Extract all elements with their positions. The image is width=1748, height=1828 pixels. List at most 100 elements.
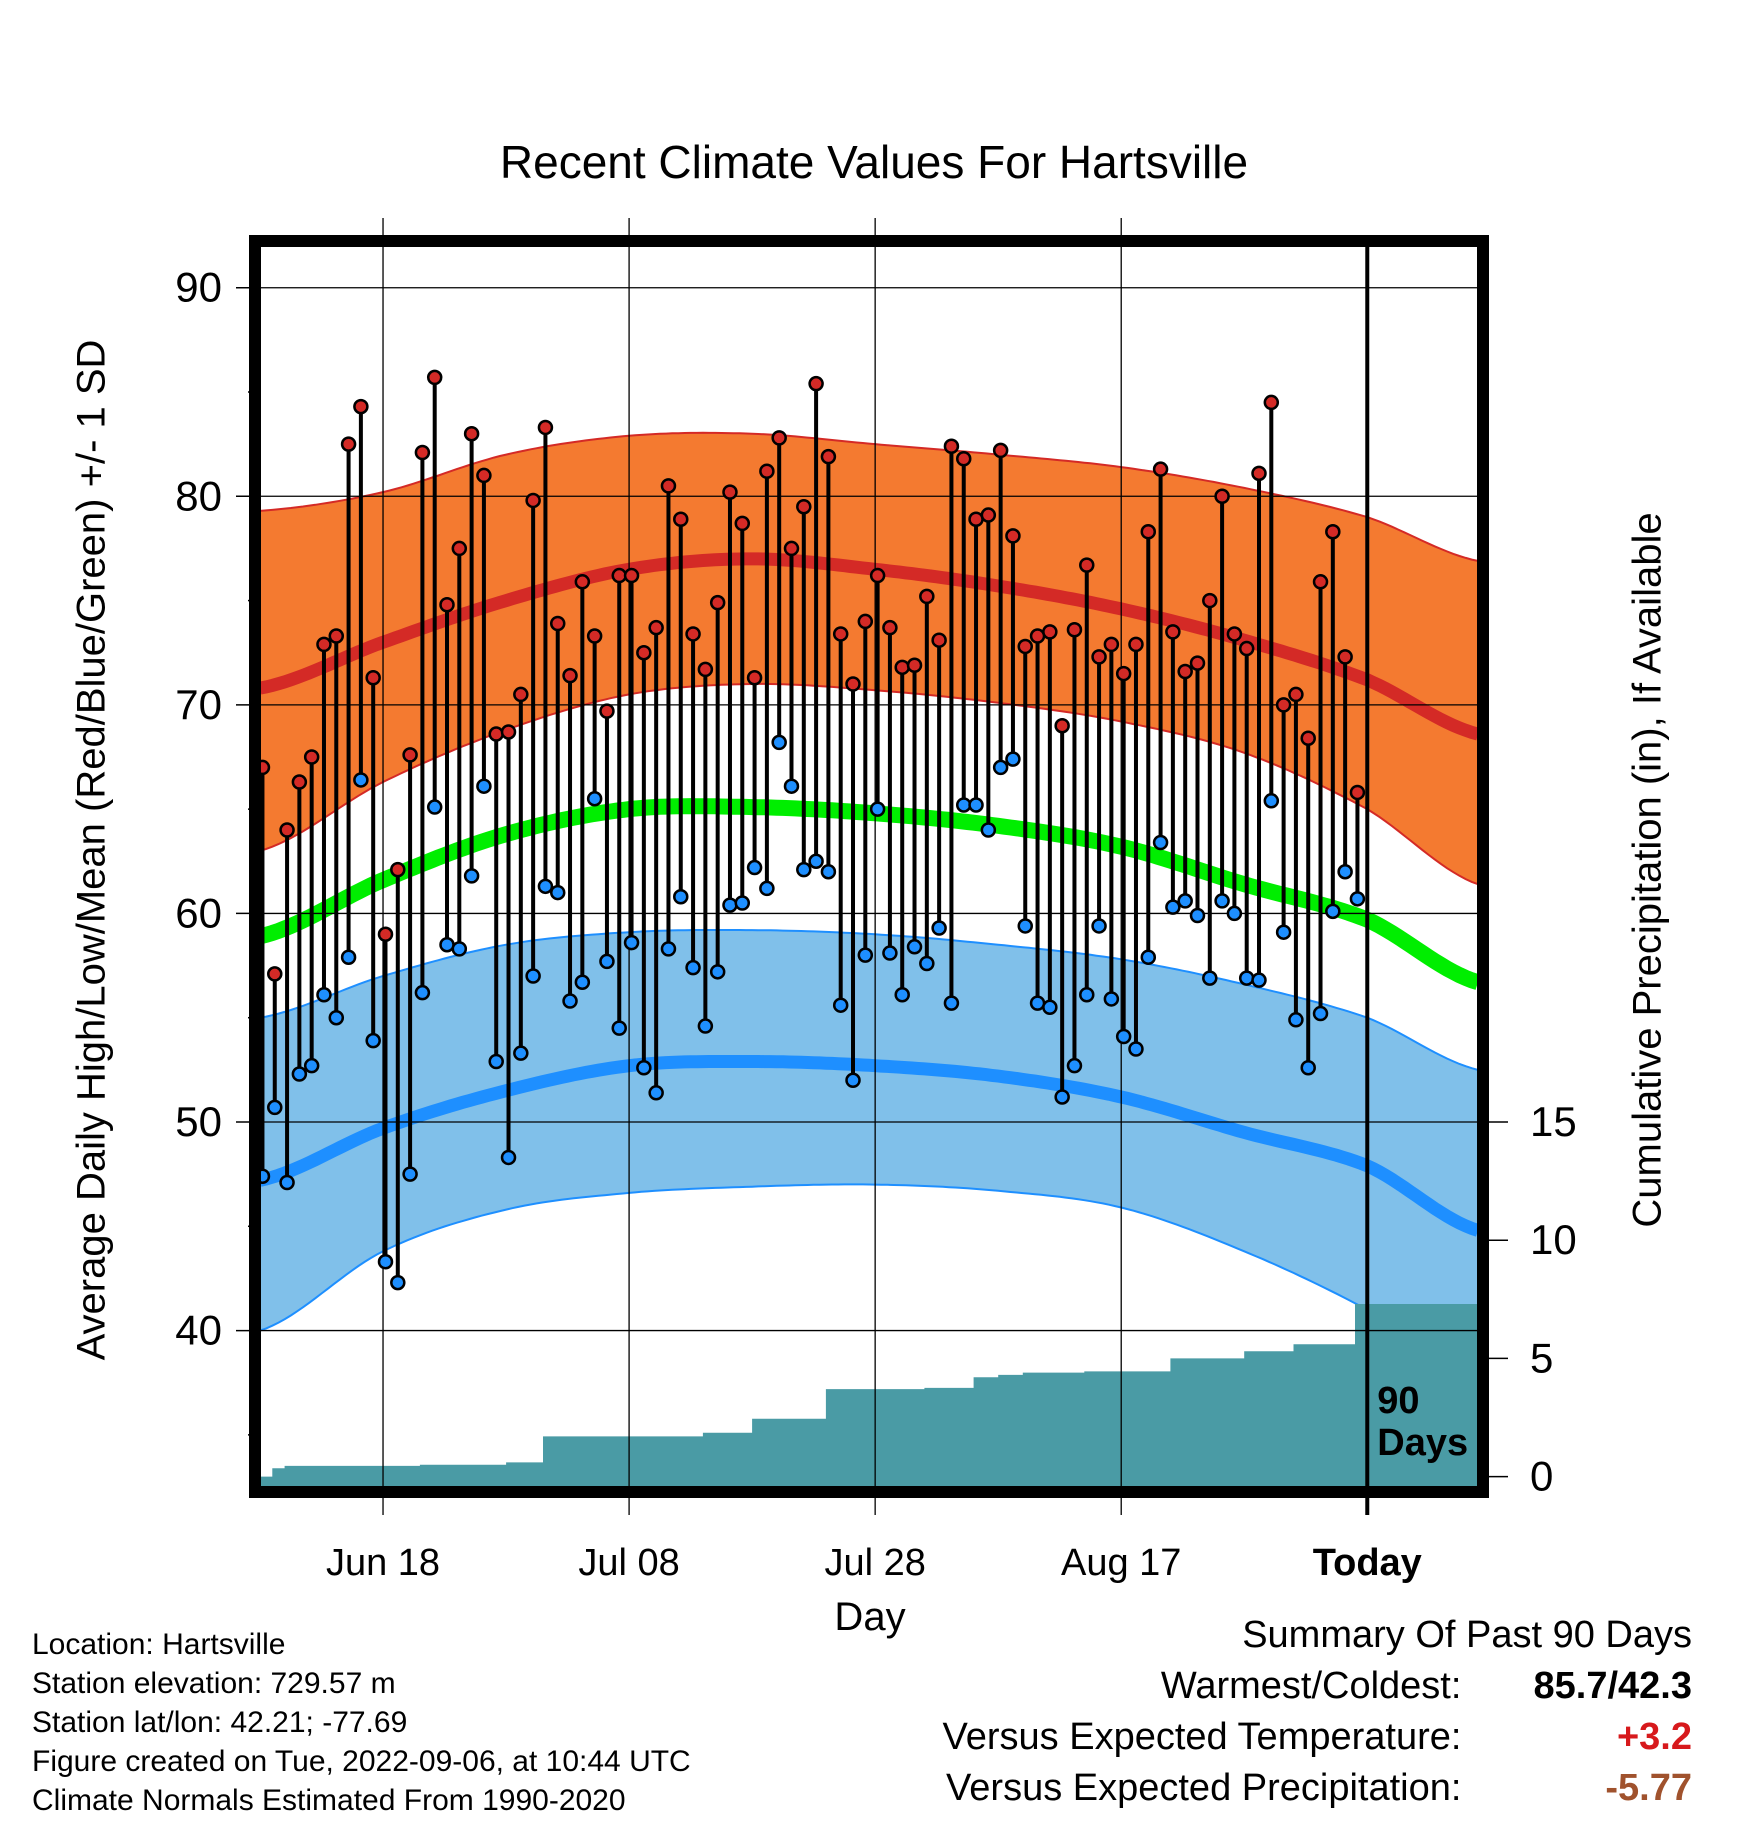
daily-high-point	[279, 822, 295, 838]
daily-low-point	[783, 778, 800, 794]
daily-low-point	[623, 934, 640, 951]
daily-low-point	[1189, 907, 1206, 924]
station-metadata: Location: Hartsville Station elevation: …	[32, 1625, 691, 1820]
daily-high-point	[906, 657, 923, 673]
daily-low-point	[1251, 972, 1267, 988]
daily-low-point	[340, 949, 357, 965]
daily-low-point	[451, 941, 468, 957]
daily-low-point	[1275, 924, 1292, 940]
daily-high-point	[1263, 394, 1280, 411]
daily-low-point	[882, 945, 898, 961]
x-tick-label: Today	[1313, 1542, 1422, 1584]
daily-low-point	[525, 968, 541, 984]
daily-low-point	[869, 801, 886, 817]
y-tick-label-left: 60	[175, 889, 222, 936]
daily-low-point	[894, 987, 910, 1003]
daily-low-point	[820, 863, 837, 880]
daily-low-point	[697, 1018, 714, 1034]
daily-low-point	[808, 853, 824, 870]
daily-low-point	[660, 941, 677, 957]
normal-low-line	[260, 1055, 1478, 1237]
today-label-days: Days	[1377, 1422, 1468, 1464]
daily-low-point	[414, 984, 431, 1001]
daily-high-point	[869, 567, 886, 584]
daily-low-point	[365, 1032, 381, 1049]
daily-high-point	[1288, 686, 1304, 703]
daily-low-point	[709, 964, 726, 980]
daily-high-point	[968, 511, 984, 527]
daily-high-point	[980, 507, 997, 523]
daily-high-point	[734, 515, 751, 532]
summary-panel: Summary Of Past 90 Days Warmest/Coldest:…	[943, 1610, 1692, 1814]
daily-low-point	[1079, 987, 1095, 1003]
daily-low-point	[968, 797, 984, 813]
daily-high-point	[1152, 461, 1169, 477]
daily-low-point	[1005, 751, 1021, 767]
meta-location: Location: Hartsville	[32, 1628, 286, 1661]
daily-low-point	[1152, 834, 1169, 851]
daily-low-point	[746, 859, 763, 876]
daily-high-point	[1165, 624, 1181, 640]
daily-high-point	[1202, 592, 1218, 609]
y-tick-label-right: 5	[1530, 1334, 1553, 1381]
daily-low-point	[980, 822, 997, 838]
y-tick-label-left: 50	[175, 1098, 222, 1145]
daily-high-point	[1017, 638, 1033, 655]
daily-high-point	[857, 613, 874, 630]
y-tick-label-left: 40	[175, 1307, 222, 1354]
y-tick-label-right: 0	[1530, 1453, 1553, 1500]
normal-high-line	[260, 552, 1478, 741]
daily-high-point	[303, 749, 320, 765]
daily-low-point	[1103, 991, 1120, 1007]
daily-high-point	[685, 626, 701, 642]
daily-high-point	[439, 596, 455, 613]
precip-area	[260, 1304, 1478, 1487]
summary-warm-cold: Warmest/Coldest: 85.7/42.3	[943, 1661, 1692, 1712]
daily-low-point	[1300, 1060, 1316, 1076]
daily-low-point	[906, 939, 923, 955]
daily-high-point	[746, 669, 763, 686]
meta-latlon: Station lat/lon: 42.21; -77.69	[32, 1706, 408, 1739]
daily-low-point	[734, 895, 751, 911]
daily-low-point	[1165, 899, 1181, 915]
daily-high-point	[623, 567, 640, 584]
daily-high-point	[1325, 523, 1341, 540]
daily-low-point	[1029, 995, 1046, 1011]
daily-low-point	[943, 995, 960, 1011]
y-tick-label-right: 15	[1530, 1098, 1577, 1145]
daily-high-point	[402, 747, 418, 763]
warm-cold-label: Warmest/Coldest:	[1160, 1665, 1462, 1707]
y-tick-label-right: 10	[1530, 1216, 1577, 1263]
daily-low-point	[574, 974, 591, 991]
daily-high-point	[1349, 784, 1366, 801]
daily-high-point	[992, 442, 1009, 459]
daily-high-point	[1042, 624, 1058, 640]
meta-normals: Climate Normals Estimated From 1990-2020	[32, 1784, 626, 1817]
high-sd-band	[260, 431, 1478, 886]
daily-low-point	[426, 799, 443, 815]
daily-low-point	[1042, 999, 1058, 1016]
daily-high-point	[1140, 523, 1157, 540]
daily-low-point	[648, 1085, 664, 1101]
daily-high-point	[562, 667, 578, 684]
daily-low-point	[796, 861, 812, 878]
daily-high-point	[1128, 636, 1144, 653]
daily-low-point	[1054, 1089, 1070, 1105]
normal-mean-line	[260, 798, 1478, 990]
daily-low-point	[537, 878, 554, 895]
daily-low-point	[279, 1174, 295, 1191]
daily-high-point	[353, 398, 369, 415]
daily-high-point	[1029, 628, 1046, 644]
daily-high-point	[1177, 663, 1193, 680]
daily-high-point	[1079, 557, 1095, 573]
daily-low-point	[722, 897, 738, 913]
daily-high-point	[845, 676, 861, 692]
daily-low-point	[513, 1045, 529, 1061]
daily-high-point	[1214, 488, 1230, 505]
daily-low-point	[586, 790, 603, 807]
daily-high-point	[808, 375, 824, 392]
y-tick-label-left: 80	[175, 472, 222, 519]
daily-low-point	[377, 1253, 394, 1270]
x-tick-label: Jul 08	[578, 1542, 679, 1584]
daily-low-point	[1140, 949, 1157, 965]
